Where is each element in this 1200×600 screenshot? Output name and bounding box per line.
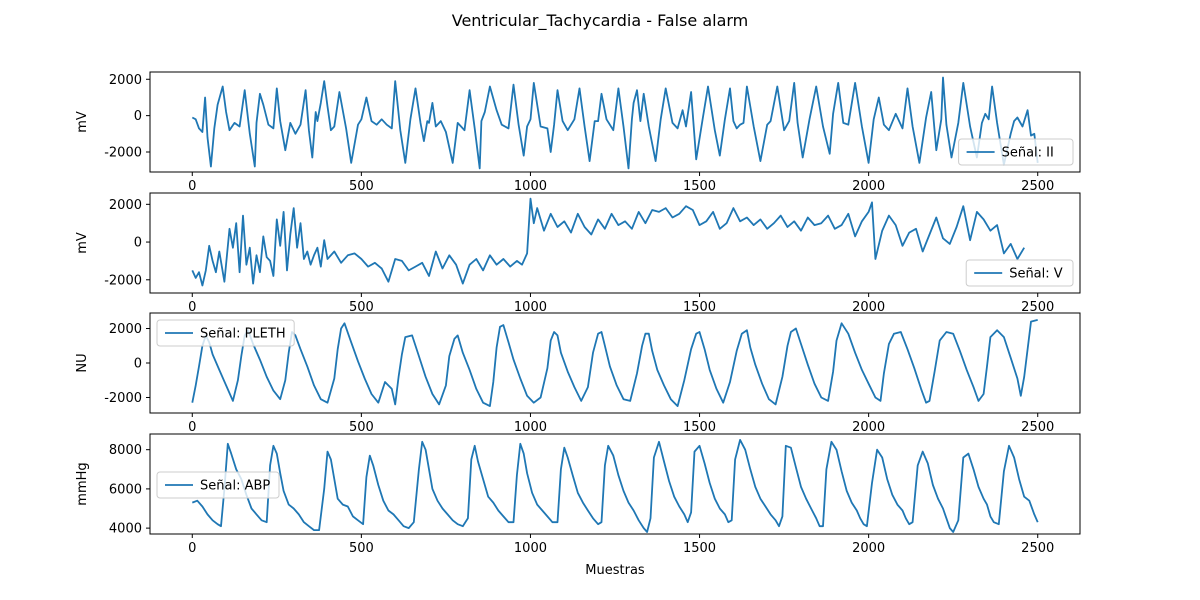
x-tick-label: 1500 [683, 179, 716, 194]
legend-2: Señal: V [965, 259, 1074, 287]
x-tick-label: 2000 [852, 179, 885, 194]
axes-frame-1 [149, 71, 1081, 173]
y-tick-label: 2000 [109, 198, 142, 213]
y-tick-label: 4000 [109, 522, 142, 537]
legend-1: Señal: II [958, 138, 1074, 166]
x-tick-label: 1000 [514, 541, 547, 556]
legend-3: Señal: PLETH [156, 319, 295, 347]
legend-box [958, 138, 1074, 166]
legend-box [965, 259, 1074, 287]
series-line-2 [191, 197, 1025, 287]
x-tick-label: 2500 [1021, 420, 1054, 435]
series-line-1 [191, 76, 1039, 170]
y-tick-label: 0 [134, 357, 142, 372]
y-tick-label: 2000 [109, 73, 142, 88]
y-tick-label: 0 [134, 236, 142, 251]
x-tick-label: 2500 [1021, 179, 1054, 194]
axes-frame-2 [149, 192, 1081, 294]
axes-frame-4 [149, 433, 1081, 535]
x-tick-label: 500 [349, 541, 374, 556]
x-tick-label: 1500 [683, 541, 716, 556]
x-tick-label: 2000 [852, 541, 885, 556]
y-tick-label: 0 [134, 109, 142, 124]
x-axis-label: Muestras [585, 563, 645, 578]
x-tick-label: 2000 [852, 420, 885, 435]
legend-box [156, 319, 295, 347]
x-tick-label: 1000 [514, 300, 547, 315]
x-tick-label: 0 [188, 179, 196, 194]
x-tick-label: 0 [188, 300, 196, 315]
legend-label: Señal: PLETH [200, 327, 286, 342]
legend-4: Señal: ABP [156, 471, 280, 499]
x-tick-label: 1000 [514, 420, 547, 435]
x-tick-label: 2000 [852, 300, 885, 315]
x-tick-label: 0 [188, 420, 196, 435]
x-tick-label: 2500 [1021, 300, 1054, 315]
y-tick-label: 6000 [109, 482, 142, 497]
figure-title: Ventricular_Tachycardia - False alarm [452, 11, 749, 31]
y-axis-label-4: mmHg [75, 462, 90, 505]
y-tick-label: -2000 [104, 391, 142, 406]
x-tick-label: 0 [188, 541, 196, 556]
x-tick-label: 500 [349, 300, 374, 315]
series-line-3 [191, 319, 1038, 407]
legend-label: Señal: ABP [200, 479, 270, 494]
x-tick-label: 2500 [1021, 541, 1054, 556]
legend-label: Señal: II [1002, 146, 1054, 161]
y-axis-label-1: mV [75, 111, 90, 133]
y-tick-label: 2000 [109, 322, 142, 337]
legend-label: Señal: V [1009, 267, 1063, 282]
subplot-1: 0 500 1000 1500 2000 2500 -2000 0 2000 mV Señal: I… [75, 71, 1081, 194]
y-tick-label: -2000 [104, 146, 142, 161]
legend-box [156, 471, 280, 499]
series-line-4 [191, 439, 1039, 533]
x-tick-label: 1500 [683, 300, 716, 315]
x-tick-label: 500 [349, 420, 374, 435]
y-axis-label-2: mV [75, 232, 90, 254]
subplot-3: 0 500 1000 1500 2000 2500 -2000 0 2000 NU Señal: P… [75, 312, 1081, 435]
x-tick-label: 500 [349, 179, 374, 194]
x-tick-label: 1500 [683, 420, 716, 435]
subplots: 0 500 1000 1500 2000 2500 -2000 0 2000 mV Señal: I… [75, 71, 1081, 556]
subplot-4: 0 500 1000 1500 2000 2500 4000 6000 8000 mmHg Seña… [75, 433, 1081, 556]
y-tick-label: 8000 [109, 443, 142, 458]
subplot-2: 0 500 1000 1500 2000 2500 -2000 0 2000 mV Señal: V [75, 192, 1081, 315]
y-axis-label-3: NU [75, 353, 90, 372]
y-tick-label: -2000 [104, 273, 142, 288]
x-tick-label: 1000 [514, 179, 547, 194]
